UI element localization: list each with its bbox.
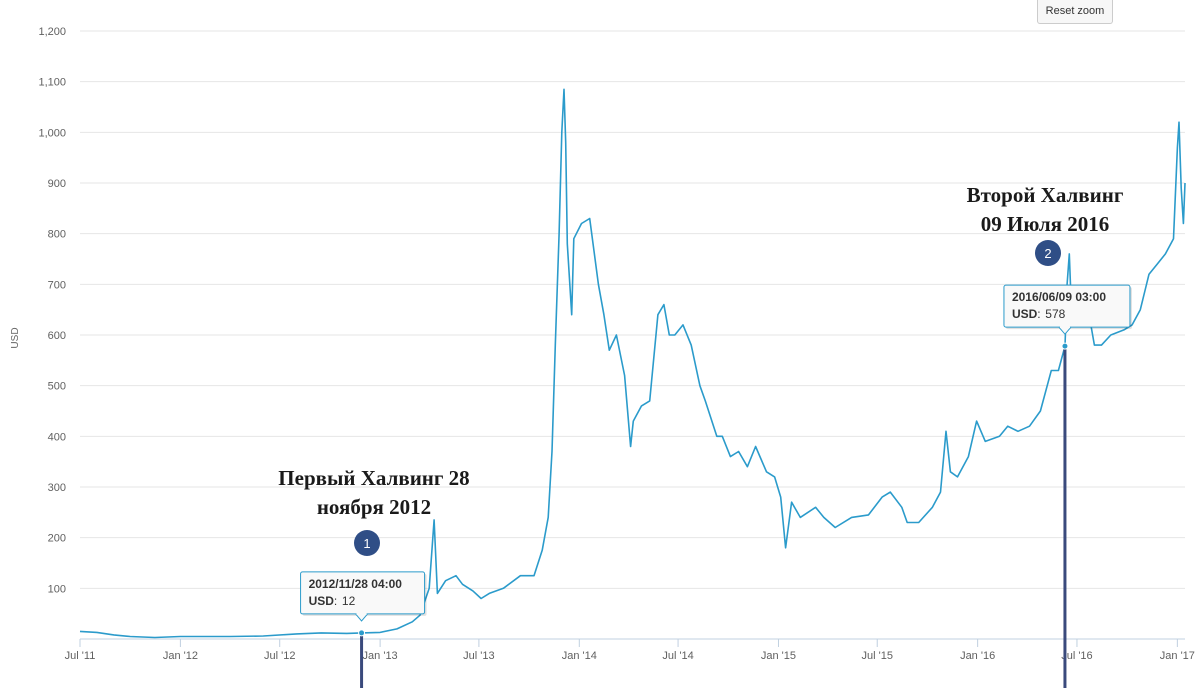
y-tick-label: 200 <box>48 533 66 545</box>
y-tick-label: 900 <box>48 178 66 190</box>
y-tick-label: 1,100 <box>38 77 66 89</box>
y-tick-label: 600 <box>48 330 66 342</box>
y-tick-label: 700 <box>48 279 66 291</box>
y-tick-label: 400 <box>48 431 66 443</box>
y-tick-label: 1,000 <box>38 127 66 139</box>
marker-badge-number: 2 <box>1044 246 1051 261</box>
y-tick-label: 500 <box>48 381 66 393</box>
x-tick-label: Jul '15 <box>862 650 893 662</box>
x-tick-label: Jul '14 <box>662 650 693 662</box>
tooltip-separator: : <box>1037 307 1040 321</box>
x-tick-label: Jul '13 <box>463 650 494 662</box>
x-tick-label: Jan '12 <box>163 650 198 662</box>
y-axis-ticks: 100 200 300 400 500 600 700 800 900 1,000 1,100 1,2… <box>38 26 66 595</box>
tooltip-value: 12 <box>342 594 356 608</box>
x-tick-label: Jan '15 <box>761 650 796 662</box>
x-tick-label: Jul '11 <box>65 650 96 662</box>
y-tick-label: 1,200 <box>38 26 66 38</box>
tooltip-separator: : <box>334 594 337 608</box>
halving-marker-2: 2016/06/09 03:00 USD:578 2 Второй Халвинг 09… <box>967 183 1132 688</box>
tooltip-series-label: USD <box>1012 307 1038 321</box>
x-axis-ticks: Jul '11 Jan '12 Jul '12 Jan '13 Jul '13 Jan '… <box>65 639 1195 662</box>
tooltip-pointer <box>355 613 368 622</box>
annotation-text: 09 Июля 2016 <box>981 212 1110 236</box>
x-tick-label: Jan '16 <box>960 650 995 662</box>
marker-badge <box>1035 240 1061 266</box>
data-point <box>1061 342 1069 350</box>
tooltip-series-label: USD <box>309 594 335 608</box>
grid-lines <box>80 30 1185 640</box>
annotation-text: Первый Халвинг 28 <box>278 466 469 490</box>
series-area <box>79 88 1186 639</box>
tooltip-date: 2016/06/09 03:00 <box>1012 290 1106 304</box>
y-tick-label: 300 <box>48 482 66 494</box>
y-axis-title: USD <box>10 327 21 348</box>
y-tick-label: 800 <box>48 229 66 241</box>
y-tick-label: 100 <box>48 583 66 595</box>
tooltip-pointer <box>1058 326 1072 335</box>
x-tick-label: Jan '17 <box>1160 650 1195 662</box>
data-point <box>358 629 366 637</box>
tooltip-date: 2012/11/28 04:00 <box>309 577 403 591</box>
reset-zoom-button[interactable]: Reset zoom <box>1037 0 1113 24</box>
annotation-text: ноября 2012 <box>317 495 431 519</box>
x-tick-label: Jan '14 <box>562 650 597 662</box>
marker-badge <box>354 530 380 556</box>
x-tick-label: Jul '12 <box>264 650 295 662</box>
x-tick-label: Jan '13 <box>363 650 398 662</box>
marker-badge-number: 1 <box>363 536 370 551</box>
annotation-text: Второй Халвинг <box>967 183 1124 207</box>
x-tick-label: Jul '16 <box>1061 650 1092 662</box>
halving-marker-1: 2012/11/28 04:00 USD:12 1 Первый Халвинг 28… <box>278 466 470 688</box>
tooltip-value: 578 <box>1045 307 1065 321</box>
price-line <box>79 88 1186 639</box>
